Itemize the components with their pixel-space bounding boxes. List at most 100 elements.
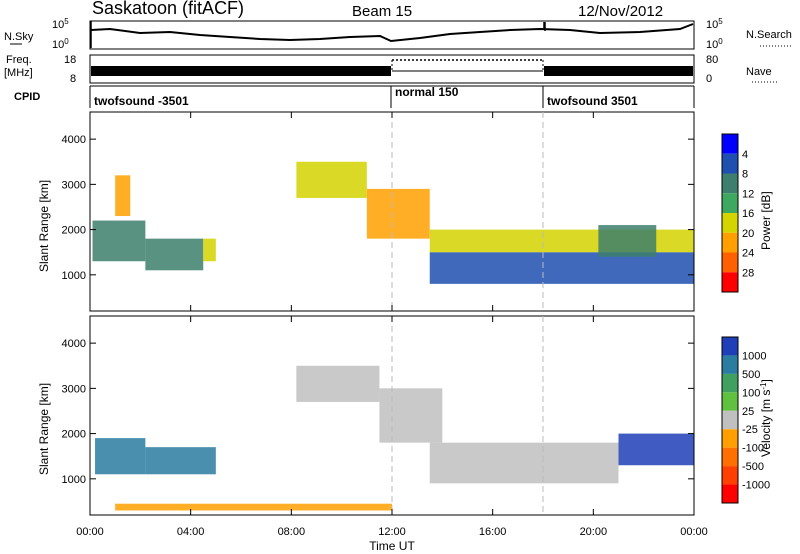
colorbar-cell	[722, 484, 738, 503]
colorbar-cell	[722, 447, 738, 467]
echo-region	[296, 161, 367, 198]
x-tick-label: 08:00	[278, 526, 306, 538]
velocity-colorbar-label-main: Velocity [m s	[759, 390, 773, 457]
velocity-colorbar-label-end: ]	[759, 379, 773, 382]
y-tick-label: 2000	[62, 429, 86, 441]
power-ylabel: Slant Range [km]	[37, 180, 51, 272]
freq-label: Freq.	[6, 54, 32, 66]
nsearch-label: N.Search	[746, 29, 792, 41]
time-axis: 00:00 04:00 08:00 12:00 16:00 20:00 00:00	[76, 526, 708, 538]
velocity-panel: 1000 2000 3000 4000 Slant Range [km]	[37, 315, 695, 516]
echo-region	[145, 238, 204, 271]
colorbar-tick-label: -100	[742, 443, 764, 455]
cpid-segment-1: twofsound -3501	[94, 94, 189, 108]
echo-region	[115, 503, 393, 511]
nsky-label: N.Sky	[4, 31, 34, 43]
colorbar-tick-label: -1000	[742, 480, 770, 492]
nsearch-tick-top: 105	[706, 17, 723, 32]
colorbar-cell	[722, 410, 738, 430]
echo-region	[598, 225, 657, 257]
nsky-trace	[90, 23, 694, 43]
colorbar-cell	[722, 337, 738, 356]
colorbar-tick-label: 16	[742, 208, 754, 220]
power-panel: 1000 2000 3000 4000 Slant Range [km]	[37, 111, 695, 312]
echo-region	[379, 388, 443, 443]
colorbar-cell	[722, 373, 738, 393]
date-title: 12/Nov/2012	[578, 3, 663, 20]
colorbar-cell	[722, 193, 738, 213]
y-tick-label: 3000	[62, 383, 86, 395]
power-colorbar: 4 8 12 16 20 24 28 Power [dB]	[721, 133, 773, 293]
velocity-colorbar: 1000 500 100 25 -25 -100 -500 -1000 Velocity [m…	[721, 336, 774, 504]
y-tick-label: 4000	[62, 134, 86, 146]
x-tick-label: 00:00	[680, 526, 708, 538]
y-tick-label: 2000	[62, 225, 86, 237]
colorbar-tick-label: -500	[742, 461, 764, 473]
velocity-colorbar-label: Velocity [m s-1]	[759, 379, 774, 457]
colorbar-cell	[722, 392, 738, 411]
colorbar-cell	[722, 355, 738, 374]
echo-region	[115, 175, 131, 217]
colorbar-cell	[722, 466, 738, 485]
power-axes: 1000 2000 3000 4000	[62, 112, 695, 311]
colorbar-cell	[722, 134, 738, 154]
colorbar-tick-label: 100	[742, 387, 760, 399]
freq-tick-bottom: 8	[70, 73, 76, 85]
echo-region	[95, 438, 146, 475]
freq-tick-top: 18	[64, 54, 76, 66]
nsearch-tick-bottom: 100	[706, 37, 723, 52]
colorbar-cell	[722, 213, 738, 233]
echo-region	[203, 238, 216, 262]
echo-region	[92, 220, 146, 262]
colorbar-frame	[721, 336, 739, 504]
y-tick-label: 4000	[62, 338, 86, 350]
echo-region	[296, 365, 380, 402]
y-tick-label: 1000	[62, 474, 86, 486]
x-tick-label: 12:00	[378, 526, 406, 538]
nsky-tick-top: 105	[52, 17, 69, 32]
power-plot-area	[92, 161, 694, 284]
colorbar-tick-label: 500	[742, 369, 760, 381]
echo-region	[366, 188, 430, 239]
colorbar-cell	[722, 429, 738, 448]
y-tick-label: 1000	[62, 270, 86, 282]
colorbar-tick-label: 25	[742, 406, 754, 418]
nave-tick-bottom: 0	[706, 73, 712, 85]
colorbar-cell	[722, 153, 738, 174]
colorbar-tick-label: 8	[742, 169, 748, 181]
colorbar-tick-label: 12	[742, 188, 754, 200]
x-tick-label: 00:00	[76, 526, 104, 538]
colorbar-tick-label: -25	[742, 424, 758, 436]
freq-unit: [MHz]	[4, 67, 33, 79]
colorbar-tick-label: 20	[742, 228, 754, 240]
colorbar-tick-label: 28	[742, 267, 754, 279]
nsky-tick-bottom: 100	[52, 37, 69, 52]
colorbar-tick-label: 24	[742, 248, 754, 260]
echo-region	[429, 252, 694, 284]
x-tick-label: 04:00	[177, 526, 205, 538]
station-title: Saskatoon (fitACF)	[92, 0, 244, 18]
cpid-segment-2: normal 150	[395, 85, 459, 99]
nave-tick-top: 80	[706, 54, 718, 66]
power-colorbar-label: Power [dB]	[759, 191, 773, 250]
time-axis-label: Time UT	[369, 539, 415, 553]
colorbar-cell	[722, 232, 738, 253]
x-tick-label: 16:00	[479, 526, 507, 538]
beam-title: Beam 15	[352, 3, 412, 20]
colorbar-cell	[722, 272, 738, 292]
nave-label: Nave	[746, 66, 772, 78]
echo-region	[145, 447, 216, 475]
y-tick-label: 3000	[62, 179, 86, 191]
colorbar-cell	[722, 252, 738, 273]
colorbar-tick-label: 1000	[742, 350, 766, 362]
velocity-colorbar-label-sup: -1	[759, 382, 768, 390]
echo-region	[429, 442, 619, 484]
colorbar-frame	[721, 133, 739, 293]
colorbar-cell	[722, 173, 738, 194]
freq-strip	[89, 54, 695, 84]
nsky-strip	[89, 20, 695, 50]
velocity-axes: 1000 2000 3000 4000	[62, 316, 695, 515]
velocity-ylabel: Slant Range [km]	[37, 383, 51, 475]
cpid-strip	[89, 85, 695, 108]
